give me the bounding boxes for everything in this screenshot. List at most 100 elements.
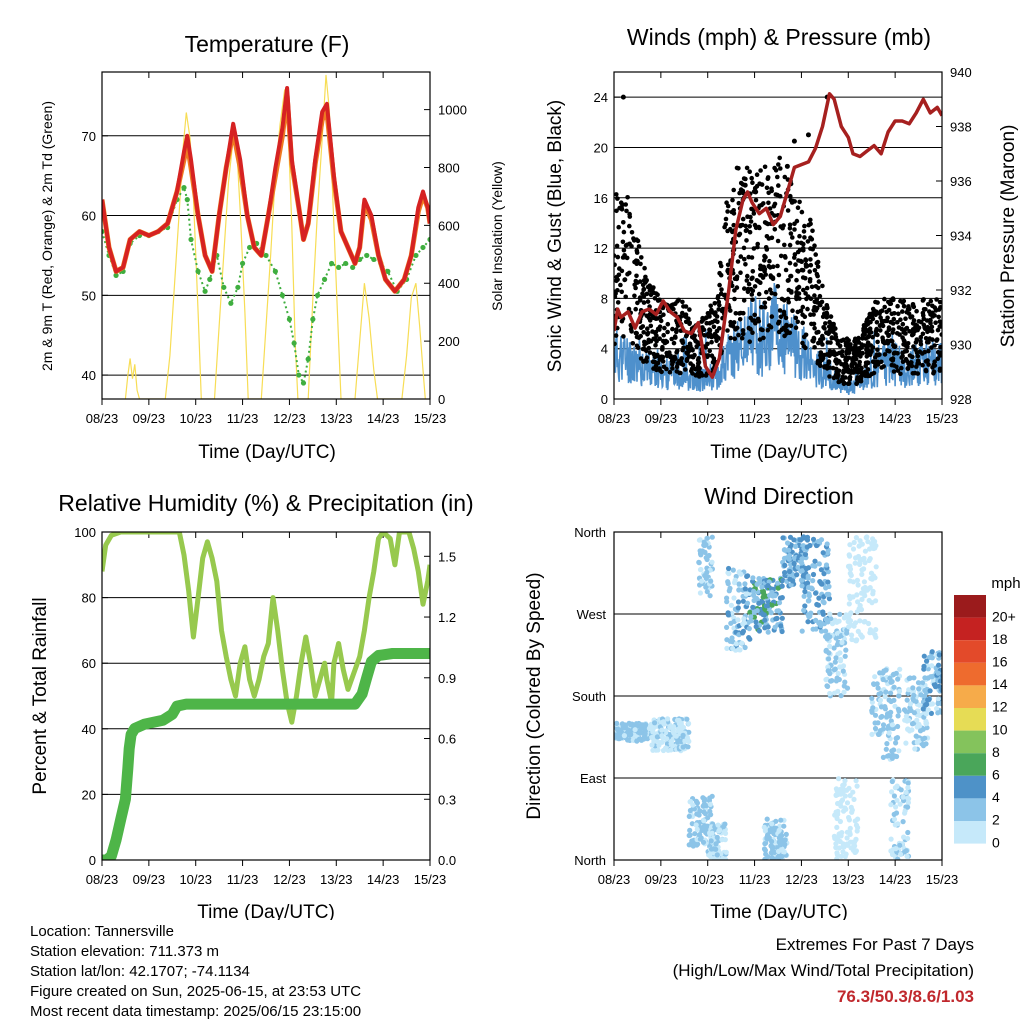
direction-point (893, 740, 899, 746)
gust-point (830, 328, 836, 334)
direction-point (739, 640, 745, 646)
gust-point (765, 175, 771, 180)
direction-point (805, 612, 811, 618)
x-tick-label: 15/23 (414, 411, 447, 426)
gust-point (762, 258, 767, 263)
gust-point (757, 337, 763, 342)
gust-point (669, 336, 674, 342)
direction-point (868, 575, 874, 582)
gust-point (918, 334, 924, 340)
gust-point (928, 318, 933, 323)
direction-point (744, 600, 751, 606)
direction-point (618, 729, 624, 735)
gust-point (645, 299, 651, 304)
gust-point (664, 353, 670, 359)
gust-point (873, 329, 879, 334)
direction-point (850, 579, 857, 585)
direction-point (843, 647, 849, 653)
direction-point (831, 690, 838, 696)
direction-point (877, 697, 884, 703)
gust-point (816, 279, 822, 284)
direction-point (848, 572, 854, 579)
direction-point (795, 564, 801, 570)
direction-point (840, 668, 846, 674)
direction-point (889, 778, 895, 785)
direction-point (832, 659, 838, 665)
x-tick-label: 09/23 (133, 872, 166, 887)
gust-point (731, 187, 736, 193)
gust-point (735, 259, 741, 264)
direction-point (895, 723, 901, 730)
direction-point (716, 828, 722, 834)
direction-point (641, 736, 647, 742)
gust-point (633, 330, 639, 336)
direction-point (656, 742, 662, 748)
direction-point (724, 624, 730, 631)
direction-point (893, 846, 899, 852)
direction-point (910, 685, 916, 691)
direction-point (685, 736, 691, 742)
gust-point (647, 318, 653, 323)
direction-point (889, 748, 895, 754)
plot-border (613, 71, 943, 400)
gust-point (900, 321, 906, 327)
gust-point (654, 338, 659, 344)
gust-point (644, 291, 650, 297)
gust-point (711, 324, 717, 330)
gust-point (709, 320, 715, 325)
direction-point (903, 709, 909, 715)
gust-point (657, 368, 663, 373)
gust-point (848, 342, 853, 347)
gust-point (818, 363, 823, 369)
direction-point (699, 825, 705, 831)
gust-point (930, 365, 935, 370)
gust-point (723, 216, 729, 222)
gust-point (818, 350, 824, 355)
direction-point (781, 849, 787, 855)
x-tick-label: 13/23 (832, 411, 865, 426)
direction-point (872, 538, 878, 545)
gust-point (736, 332, 741, 338)
direction-point (909, 721, 916, 727)
gust-point (731, 222, 736, 228)
gust-point (844, 357, 849, 363)
gust-point (889, 362, 895, 368)
direction-point (892, 822, 898, 828)
direction-point (920, 706, 926, 712)
x-tick-label: 14/23 (879, 411, 912, 426)
gust-point (920, 362, 925, 368)
temp-2m-line (102, 86, 430, 294)
gust-point (878, 315, 883, 320)
legend-label: 4 (992, 789, 1000, 805)
gust-point (790, 235, 795, 240)
gust-point (762, 300, 768, 306)
direction-point (903, 789, 909, 796)
extremes-subtitle: (High/Low/Max Wind/Total Precipitation) (672, 961, 974, 980)
gust-point (778, 166, 783, 171)
direction-point (924, 701, 930, 708)
gust-point (817, 302, 822, 307)
y-tick-label-left: 16 (594, 191, 608, 206)
gust-point (840, 349, 845, 354)
gust-point (803, 262, 809, 267)
direction-point (704, 553, 711, 560)
gust-point (615, 196, 620, 201)
gust-point (615, 254, 621, 260)
station-info: Location: Tannersville Station elevation… (30, 922, 361, 1022)
direction-point (642, 728, 649, 734)
direction-point (920, 743, 927, 749)
gust-point (839, 338, 844, 344)
direction-point (820, 609, 826, 615)
gust-point (880, 335, 885, 341)
direction-point (824, 636, 830, 642)
gust-point (873, 364, 878, 369)
direction-point (826, 591, 832, 598)
gust-point (718, 291, 724, 297)
gust-point (748, 214, 753, 220)
humidity-panel: Relative Humidity (%) & Precipitation (i… (30, 490, 474, 923)
direction-point (929, 649, 935, 655)
gust-point (801, 344, 807, 349)
gust-point (648, 323, 654, 329)
x-tick-label: 09/23 (133, 411, 166, 426)
direction-point (801, 593, 807, 599)
